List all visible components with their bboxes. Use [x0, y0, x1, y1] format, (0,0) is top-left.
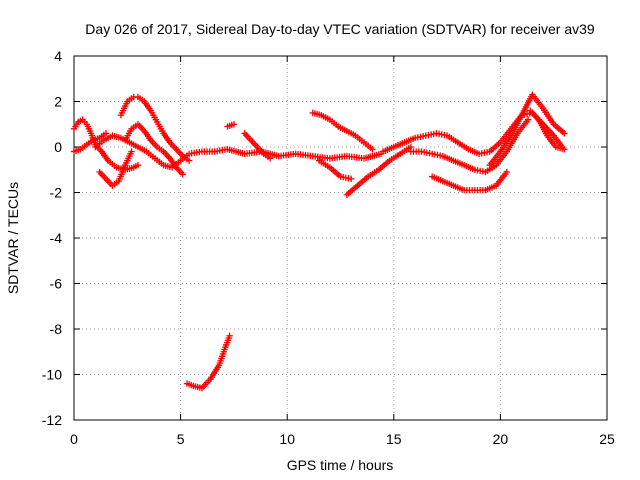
series-arc-16 [486, 91, 568, 169]
y-tick-label: 4 [54, 48, 62, 64]
y-tick-label: -4 [50, 230, 63, 246]
series-arc-11 [315, 157, 355, 183]
data-point-marker [179, 171, 186, 178]
y-tick-label: -2 [50, 185, 63, 201]
y-tick-label: 2 [54, 94, 62, 110]
y-tick-label: -12 [42, 412, 62, 428]
data-point-marker [128, 148, 135, 155]
x-tick-label: 0 [70, 431, 78, 447]
data-point-marker [226, 332, 233, 340]
data-point-marker [524, 116, 532, 123]
data-point-marker [102, 130, 110, 137]
data-points [70, 91, 568, 392]
series-arc-09 [241, 130, 274, 162]
y-tick-label: 0 [54, 139, 62, 155]
x-tick-label: 15 [386, 431, 402, 447]
data-point-marker [266, 155, 274, 162]
data-point-marker [561, 130, 568, 137]
series-arc-05 [96, 148, 135, 189]
series-arc-15 [428, 168, 510, 194]
series-arc-17 [527, 107, 568, 153]
y-tick-label: -8 [50, 321, 63, 337]
y-tick-label: -10 [42, 367, 62, 383]
x-tick-label: 5 [177, 431, 185, 447]
data-point-marker [185, 157, 193, 164]
data-point-marker [369, 146, 376, 153]
series-arc-06 [121, 121, 186, 178]
data-point-marker [503, 168, 510, 176]
y-axis-label: SDTVAR / TECUs [5, 182, 21, 294]
y-tick-label: -6 [50, 276, 63, 292]
series-arc-10 [309, 109, 376, 153]
x-tick-label: 25 [599, 431, 615, 447]
x-axis-label: GPS time / hours [287, 457, 394, 473]
grid [74, 56, 607, 420]
series-arc-12 [343, 143, 415, 198]
data-point-marker [561, 146, 568, 153]
chart-title: Day 026 of 2017, Sidereal Day-to-day VTE… [85, 21, 595, 37]
data-point-marker [134, 162, 142, 169]
x-tick-label: 20 [493, 431, 509, 447]
x-tick-label: 10 [279, 431, 295, 447]
series-arc-08 [224, 121, 238, 130]
series-arc-07 [183, 332, 233, 392]
series-arc-04 [117, 93, 193, 164]
data-point-marker [230, 121, 238, 128]
data-point-marker [347, 175, 355, 183]
